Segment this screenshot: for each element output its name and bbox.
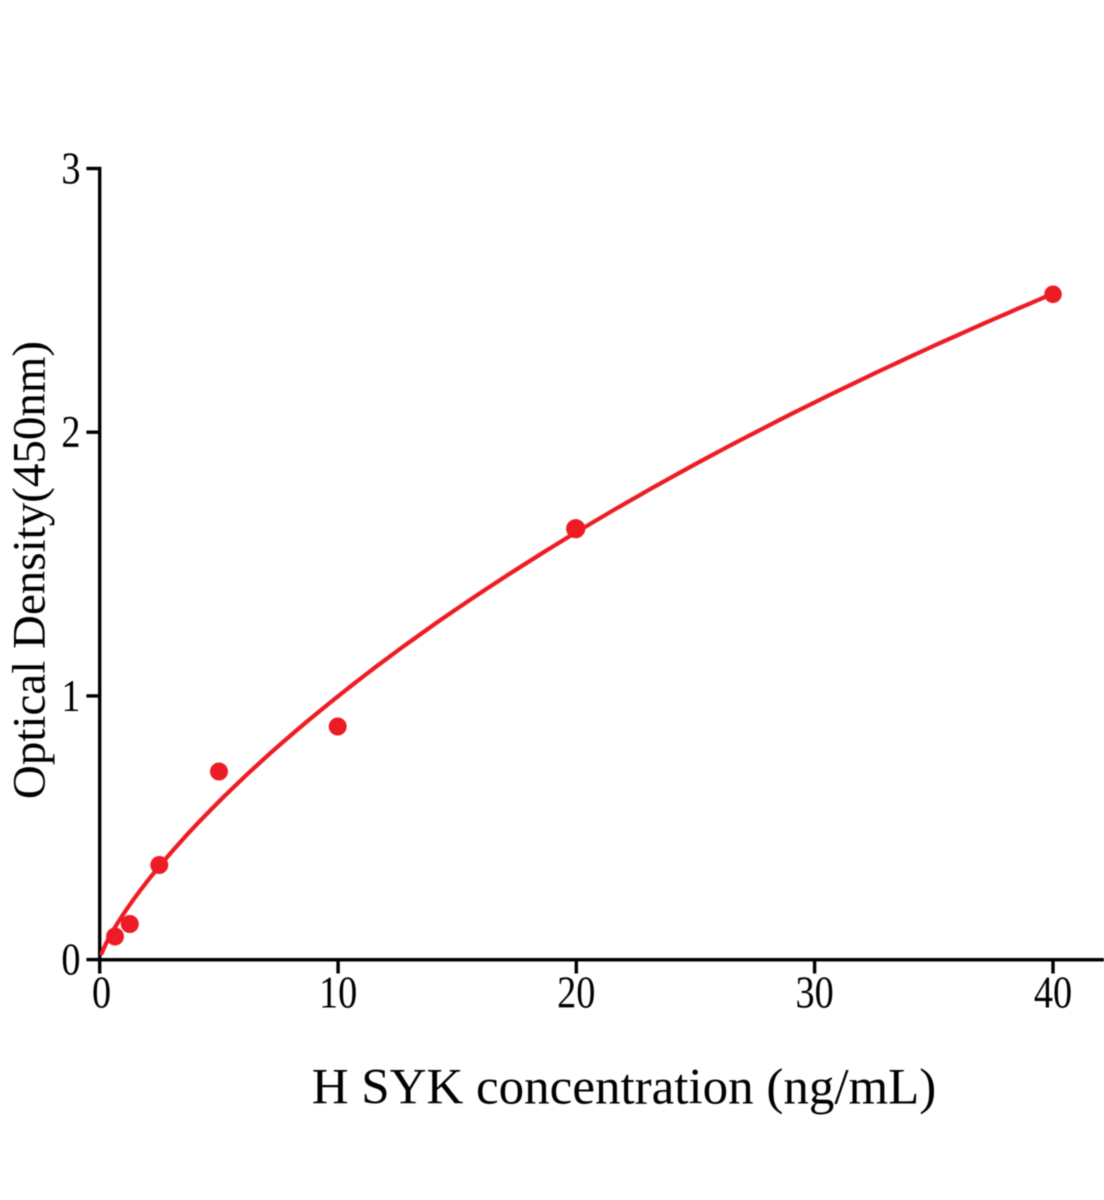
svg-text:2: 2: [61, 408, 80, 458]
svg-text:40: 40: [1034, 969, 1072, 1019]
svg-text:Optical Density(450nm): Optical Density(450nm): [4, 341, 56, 799]
svg-text:H SYK concentration (ng/mL): H SYK concentration (ng/mL): [312, 1060, 937, 1116]
svg-text:10: 10: [319, 969, 357, 1019]
svg-text:3: 3: [61, 145, 80, 195]
svg-text:1: 1: [61, 672, 80, 722]
svg-text:30: 30: [795, 969, 833, 1019]
svg-text:0: 0: [61, 936, 80, 986]
svg-text:20: 20: [557, 969, 595, 1019]
svg-text:0: 0: [92, 969, 111, 1019]
